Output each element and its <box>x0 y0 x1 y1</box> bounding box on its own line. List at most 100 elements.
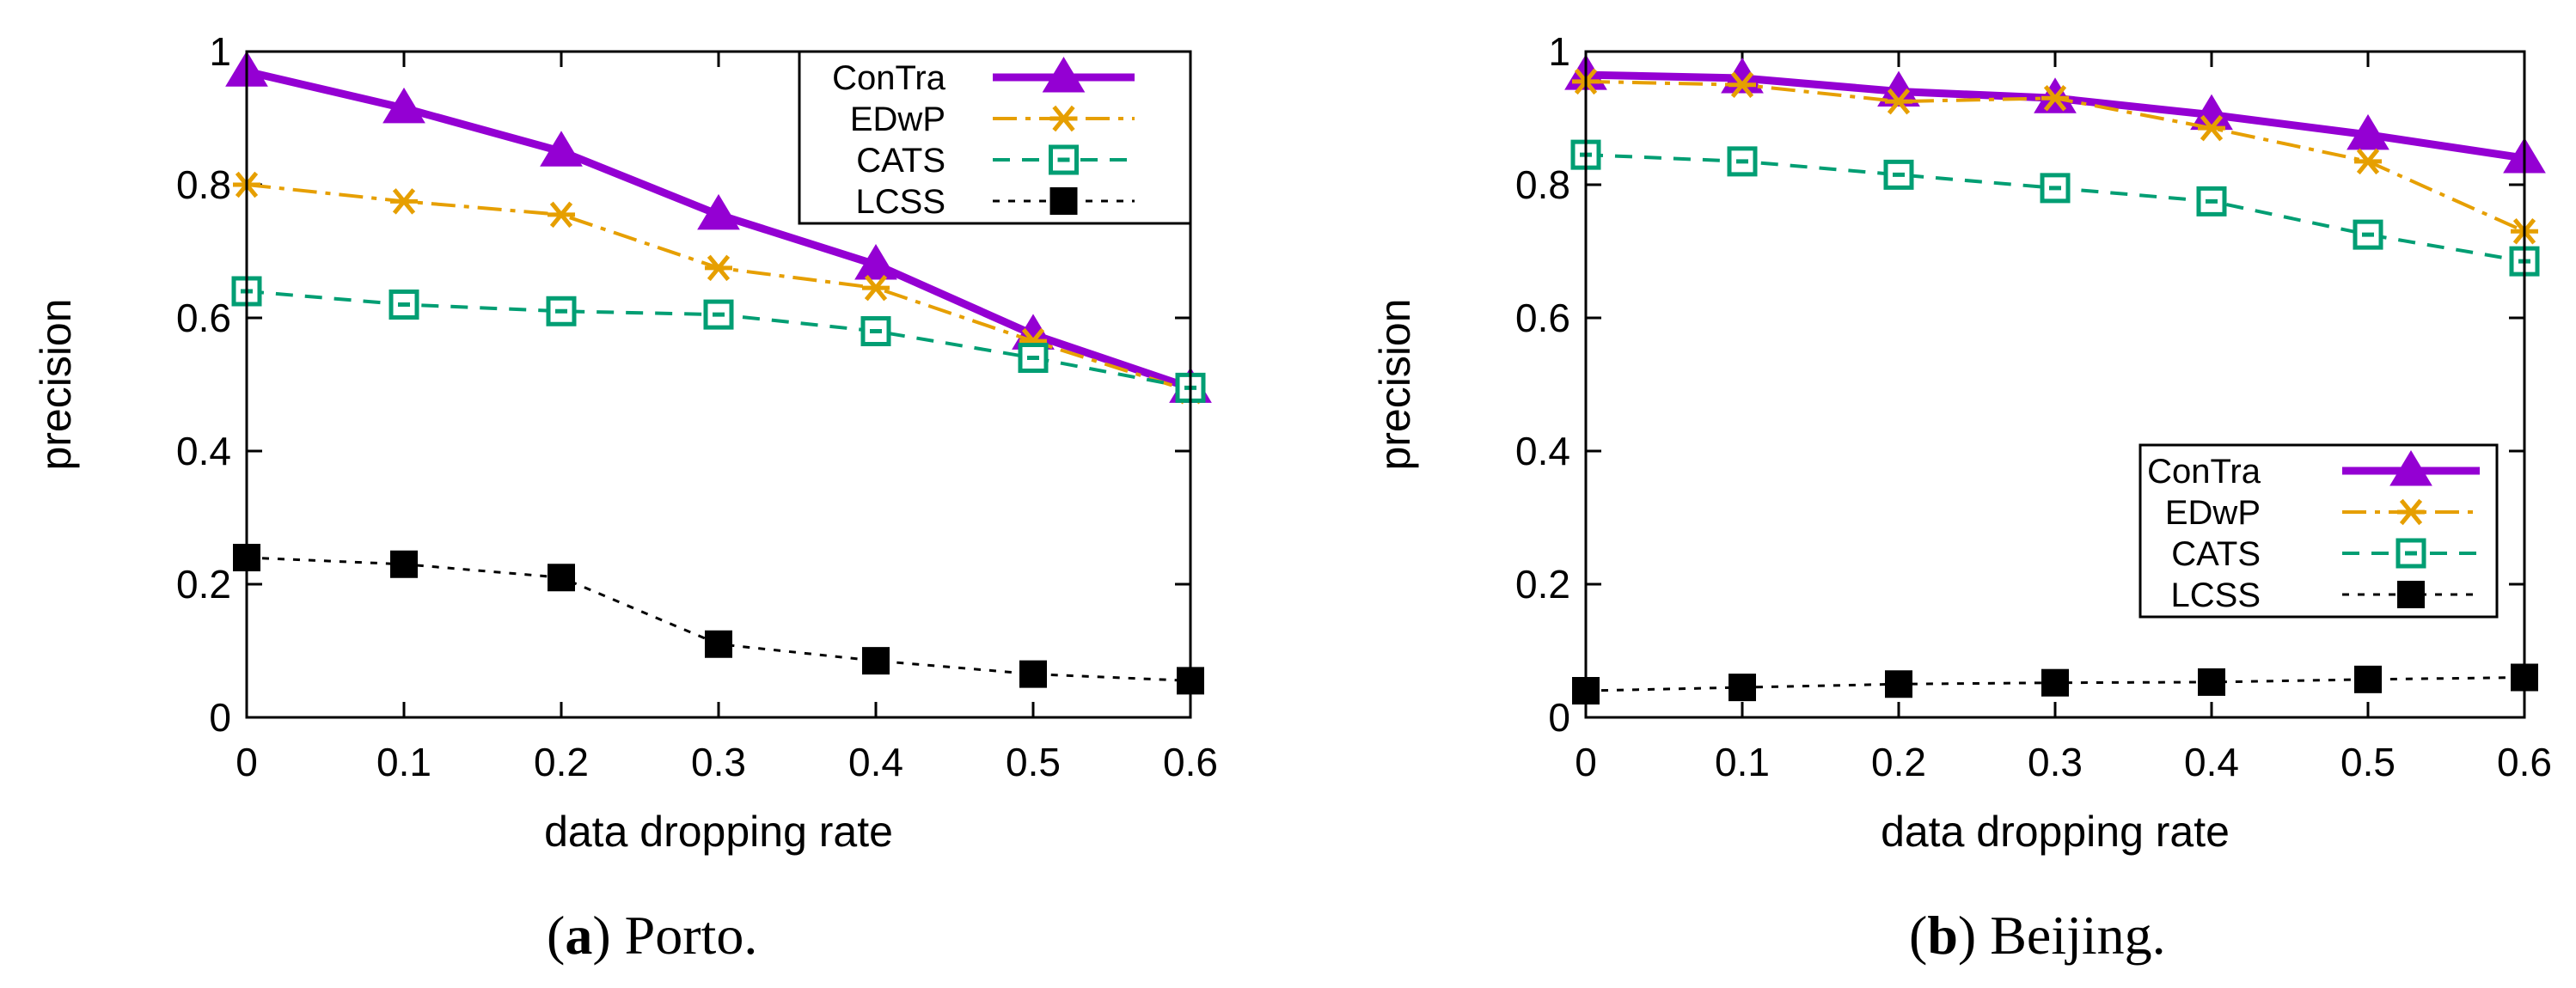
data-point-contra <box>854 244 897 280</box>
caption-porto: (a) Porto. <box>547 905 757 966</box>
x-tick-label: 0.3 <box>691 740 746 784</box>
y-tick-label: 0 <box>209 695 231 740</box>
y-tick-label: 0.2 <box>1515 562 1570 607</box>
legend-marker-contra <box>1042 57 1086 93</box>
plot-frame <box>245 50 1192 719</box>
data-point-lcss <box>1885 670 1912 698</box>
y-tick-label: 0.8 <box>1515 162 1570 207</box>
legend-label-cats: CATS <box>2171 535 2261 573</box>
x-tick-label: 0.4 <box>2184 740 2239 784</box>
legend-marker-cats <box>2395 538 2426 569</box>
data-point-cats <box>1018 343 1049 373</box>
data-point-edwp <box>1729 71 1756 98</box>
data-point-edwp <box>2354 148 2382 175</box>
legend-label-lcss: LCSS <box>2171 576 2261 614</box>
data-point-edwp-stroke <box>2356 148 2380 175</box>
y-tick-label: 0.6 <box>176 296 231 340</box>
series-contra <box>1564 54 2546 174</box>
series-line-cats <box>1585 153 2525 264</box>
data-point-edwp <box>2041 85 2069 112</box>
legend-box <box>2139 443 2499 619</box>
x-axis-label: data dropping rate <box>1881 808 2230 856</box>
data-point-edwp-stroke <box>2043 85 2067 112</box>
data-point-cats <box>703 299 734 330</box>
data-point-edwp <box>705 254 732 282</box>
data-point-edwp <box>390 188 418 215</box>
data-point-cats-box <box>2196 186 2227 217</box>
x-tick-label: 0.4 <box>848 740 903 784</box>
data-point-edwp-stroke <box>2200 114 2224 142</box>
caption-beijing: (b) Beijing. <box>1909 905 2166 966</box>
legend-marker-edwp-stroke <box>1052 105 1075 132</box>
y-tick-label: 1 <box>209 29 231 74</box>
data-point-cats-box <box>703 299 734 330</box>
data-point-cats-box <box>1727 146 1758 177</box>
caption-paren-close: ) <box>592 905 624 966</box>
data-point-cats <box>1727 146 1758 177</box>
data-point-lcss <box>2198 668 2225 696</box>
x-tick-label: 0.5 <box>2340 740 2395 784</box>
series-line-lcss <box>246 556 1191 682</box>
legend-marker-cats <box>1049 144 1079 175</box>
legend-marker-edwp <box>1049 105 1078 132</box>
y-tick-label: 0.4 <box>176 429 231 473</box>
y-tick-label: 0.2 <box>176 562 231 607</box>
data-point-cats-box <box>1883 159 1914 190</box>
data-point-cats <box>389 290 419 320</box>
data-point-edwp-stroke <box>707 254 731 282</box>
caption-paren-close: ) <box>1958 905 1990 966</box>
series-cats <box>1570 139 2540 277</box>
legend-marker-edwp <box>2397 498 2425 526</box>
legend-marker-edwp-stroke <box>2399 498 2423 526</box>
data-point-edwp-stroke <box>549 201 573 229</box>
caption-paren-open: ( <box>1909 905 1927 966</box>
data-point-cats <box>2353 219 2383 250</box>
data-point-cats-box <box>389 290 419 320</box>
x-axis-label: data dropping rate <box>544 808 893 856</box>
data-point-edwp-stroke <box>1887 88 1911 115</box>
y-tick-label: 0 <box>1548 695 1570 740</box>
data-point-contra <box>540 131 583 167</box>
legend-label-lcss: LCSS <box>856 183 946 221</box>
y-tick-label: 0.6 <box>1515 296 1570 340</box>
x-tick-label: 0.3 <box>2028 740 2083 784</box>
data-point-edwp <box>548 201 575 229</box>
y-tick-label: 1 <box>1548 29 1570 74</box>
x-tick-label: 0.1 <box>376 740 431 784</box>
plot-frame <box>1584 50 2526 719</box>
data-point-edwp-stroke <box>1730 71 1754 98</box>
y-tick-label: 0.4 <box>1515 429 1570 473</box>
caption-letter: b <box>1927 905 1958 966</box>
data-point-lcss <box>862 647 890 675</box>
data-point-contra <box>697 193 740 230</box>
series-cats <box>231 276 1206 403</box>
data-point-lcss <box>1729 674 1756 702</box>
chart-porto: 0 0.2 0.4 0.6 0.8 1 0 0.1 0.2 0.3 0.4 0.5 0.6 data dr… <box>32 29 1218 966</box>
legend-marker-lcss <box>2397 581 2425 608</box>
legend-marker-contra <box>2389 450 2432 486</box>
series-lcss <box>1572 663 2538 704</box>
chart-beijing: 0 0.2 0.4 0.6 0.8 1 0 0.1 0.2 0.3 0.4 0.5 0.6 data dr… <box>1371 29 2552 966</box>
data-point-edwp <box>2198 114 2225 142</box>
data-point-contra <box>382 87 425 124</box>
data-point-lcss <box>390 550 418 578</box>
x-tick-label: 0.2 <box>534 740 589 784</box>
x-tick-label: 0 <box>236 740 258 784</box>
data-point-lcss <box>2354 665 2382 693</box>
legend-label-contra: ConTra <box>832 59 946 97</box>
data-point-cats <box>2040 173 2071 204</box>
data-point-cats <box>2196 186 2227 217</box>
data-point-lcss <box>2041 668 2069 697</box>
y-axis-label: precision <box>32 298 80 470</box>
data-point-edwp <box>1885 88 1912 115</box>
caption-letter: a <box>565 905 592 966</box>
data-point-cats <box>860 316 891 346</box>
series-edwp <box>1572 68 2538 245</box>
legend-label-edwp: EDwP <box>850 101 945 138</box>
x-tick-label: 0 <box>1575 740 1597 784</box>
x-tick-label: 0.6 <box>2497 740 2552 784</box>
series-lcss <box>233 544 1204 695</box>
data-point-contra <box>2347 113 2389 150</box>
